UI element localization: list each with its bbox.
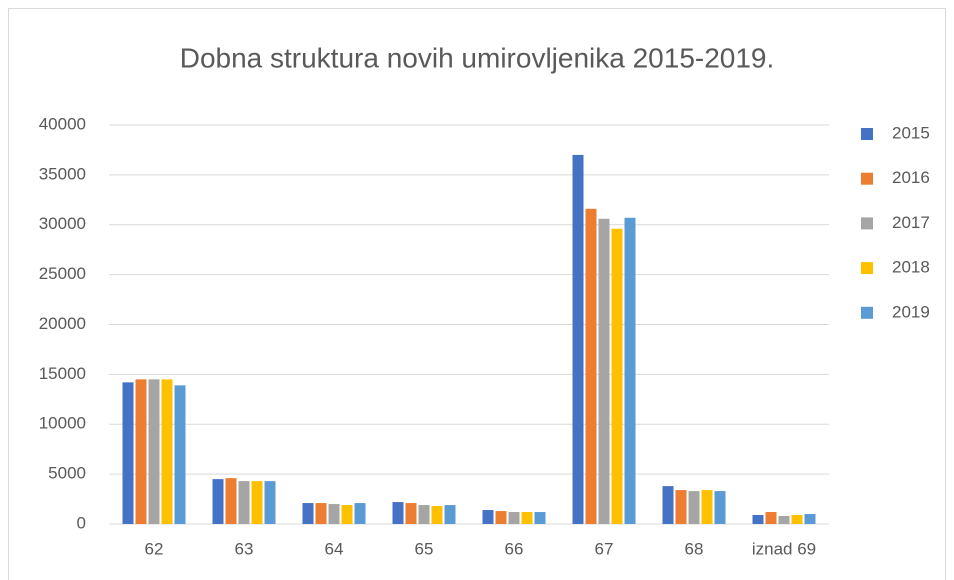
legend-label: 2017 [892, 213, 930, 232]
bar [624, 217, 636, 524]
bar [405, 503, 417, 524]
bar [122, 382, 134, 524]
bar [714, 491, 726, 524]
bar [251, 481, 263, 524]
bar [791, 515, 803, 524]
bar [225, 478, 237, 524]
bar [675, 490, 687, 524]
bar [174, 385, 186, 524]
bar [315, 503, 327, 524]
bar [135, 379, 147, 524]
bar [611, 228, 623, 525]
bar [688, 491, 700, 524]
bar [804, 514, 816, 524]
bar [328, 504, 340, 524]
x-tick-label: iznad 69 [752, 539, 816, 558]
legend-label: 2015 [892, 123, 930, 142]
bar [354, 503, 366, 524]
y-tick-label: 25000 [39, 264, 86, 283]
x-tick-label: 63 [235, 539, 254, 558]
bar [765, 512, 777, 524]
legend-swatch [861, 172, 873, 185]
y-tick-label: 20000 [39, 314, 86, 333]
legend-label: 2019 [892, 302, 930, 321]
bar [161, 379, 173, 524]
bar [778, 516, 790, 524]
legend-label: 2018 [892, 258, 930, 277]
bar [572, 154, 584, 525]
bar [585, 208, 597, 525]
x-tick-label: 67 [595, 539, 614, 558]
y-tick-label: 10000 [39, 414, 86, 433]
y-tick-label: 15000 [39, 364, 86, 383]
bar [431, 506, 443, 524]
bar [701, 490, 713, 524]
y-tick-label: 30000 [39, 214, 86, 233]
legend-swatch [861, 262, 873, 275]
bar [302, 503, 314, 524]
bar [752, 515, 764, 524]
bar [534, 512, 546, 524]
y-tick-label: 35000 [39, 164, 86, 183]
bar [392, 502, 404, 524]
x-tick-label: 68 [685, 539, 704, 558]
bar [508, 512, 520, 524]
bar [341, 505, 353, 524]
bar [598, 218, 610, 524]
bar [264, 481, 276, 524]
x-tick-label: 64 [325, 539, 344, 558]
x-tick-label: 66 [505, 539, 524, 558]
bar [148, 379, 160, 524]
chart-title: Dobna struktura novih umirovljenika 2015… [180, 42, 775, 73]
y-tick-label: 5000 [48, 464, 86, 483]
bar [662, 486, 674, 524]
bar [212, 479, 224, 524]
bar [238, 481, 250, 524]
bar [444, 505, 456, 524]
y-tick-label: 40000 [39, 114, 86, 133]
bar [482, 510, 494, 524]
legend-swatch [861, 306, 873, 319]
legend-swatch [861, 217, 873, 230]
legend-swatch [861, 128, 873, 140]
y-tick-label: 0 [77, 513, 86, 532]
legend-label: 2016 [892, 168, 930, 187]
x-tick-label: 65 [415, 539, 434, 558]
bar [495, 511, 507, 524]
bar [521, 512, 533, 524]
bar [418, 505, 430, 524]
x-tick-label: 62 [145, 539, 164, 558]
